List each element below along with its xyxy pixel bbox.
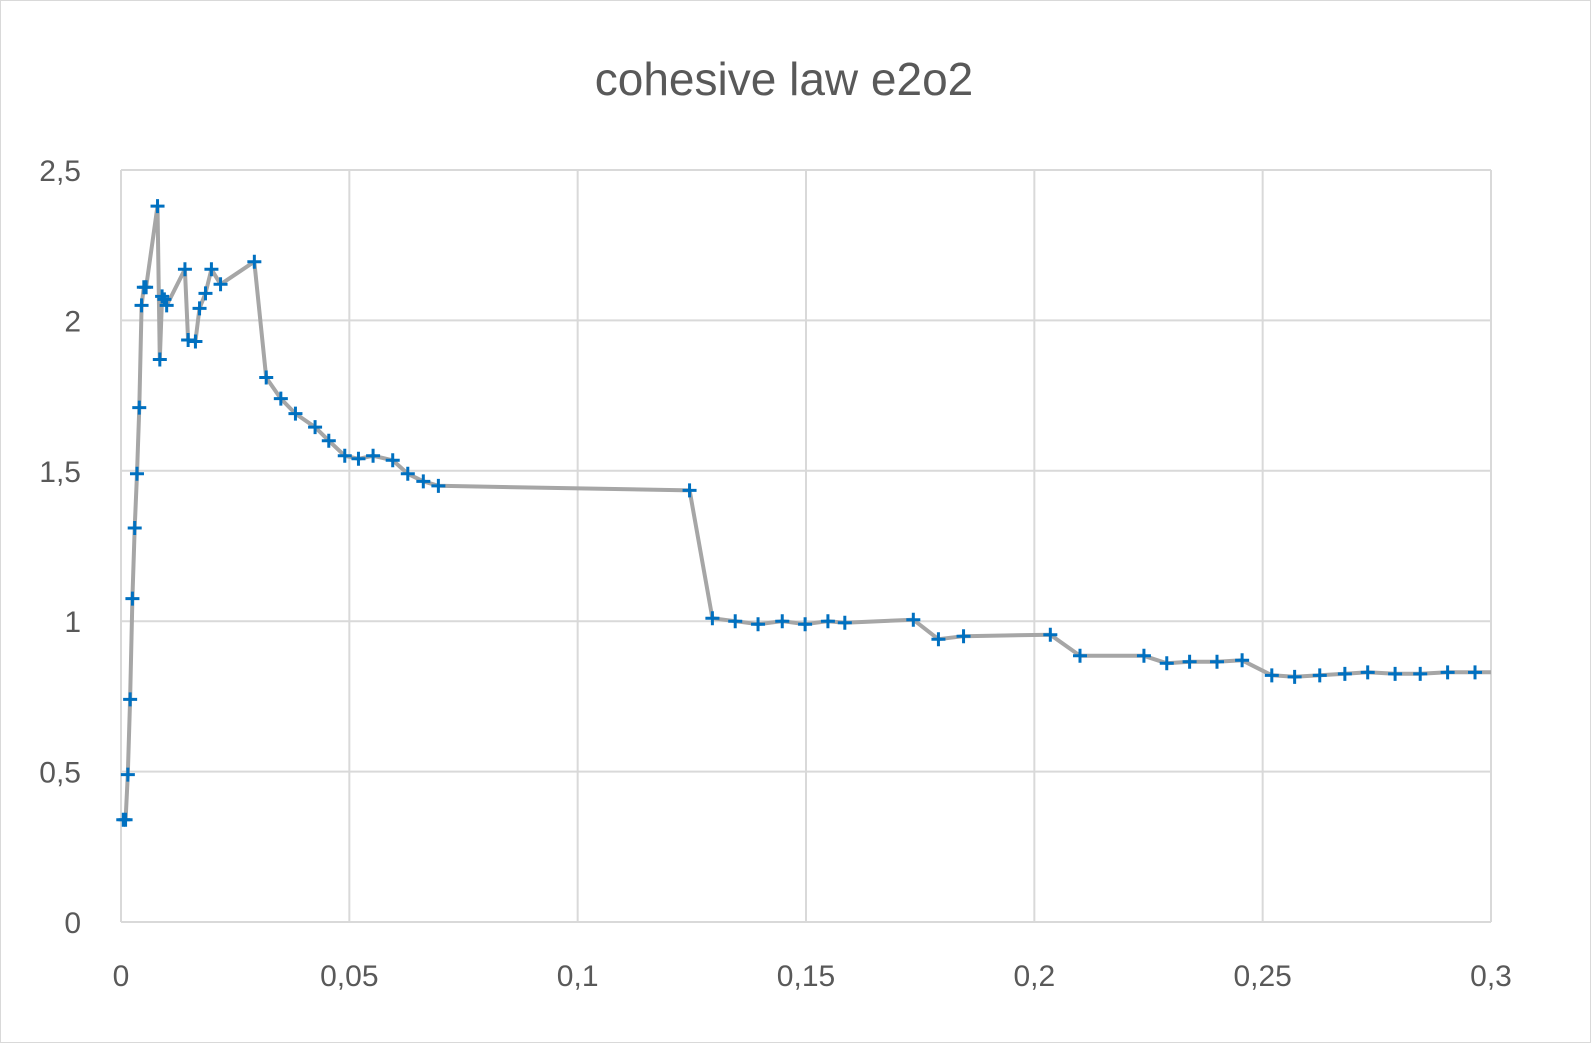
data-point-marker — [259, 370, 274, 385]
x-tick-label: 0,1 — [557, 960, 599, 993]
data-point-marker — [150, 199, 165, 214]
data-point-marker — [1388, 666, 1403, 681]
data-point-marker — [366, 448, 381, 463]
data-point-marker — [125, 591, 140, 606]
x-tick-label: 0,2 — [1013, 960, 1055, 993]
data-point-marker — [906, 612, 921, 627]
data-point-marker — [431, 478, 446, 493]
data-point-marker — [123, 692, 138, 707]
data-point-marker — [1287, 669, 1302, 684]
x-tick-label: 0 — [113, 960, 130, 993]
data-point-marker — [1468, 665, 1483, 680]
data-point-marker — [118, 812, 133, 827]
data-point-marker — [705, 611, 720, 626]
y-tick-label: 2,5 — [39, 155, 81, 188]
data-point-marker — [351, 451, 366, 466]
data-point-marker — [1073, 648, 1087, 663]
data-point-marker — [127, 520, 142, 535]
data-point-marker — [129, 466, 144, 481]
data-point-marker — [798, 617, 813, 632]
data-point-marker — [337, 448, 352, 463]
data-point-marker — [1360, 665, 1375, 680]
data-point-marker — [1043, 627, 1058, 642]
data-point-marker — [682, 483, 697, 498]
data-point-marker — [288, 406, 303, 421]
data-point-marker — [204, 262, 219, 277]
data-point-marker — [198, 286, 213, 301]
y-tick-label: 0,5 — [39, 757, 81, 790]
data-point-marker — [120, 767, 135, 782]
y-tick-label: 1 — [64, 606, 81, 639]
data-point-marker — [139, 280, 154, 295]
y-tick-label: 0 — [64, 907, 81, 940]
data-point-marker — [1235, 653, 1250, 668]
x-tick-label: 0,3 — [1470, 960, 1512, 993]
data-point-marker — [775, 614, 790, 629]
data-point-marker — [155, 289, 170, 304]
data-point-marker — [181, 332, 196, 347]
data-point-marker — [1136, 648, 1151, 663]
data-point-marker — [247, 254, 262, 269]
data-point-marker — [837, 615, 852, 630]
data-point-marker — [1159, 656, 1174, 671]
data-point-marker — [1413, 666, 1428, 681]
data-point-marker — [152, 352, 167, 367]
axis-layer — [120, 170, 1491, 923]
data-point-marker — [1210, 654, 1224, 669]
grid-layer — [121, 169, 1492, 922]
data-point-marker — [1440, 665, 1455, 680]
data-point-marker — [400, 466, 415, 481]
series-line — [123, 204, 1491, 822]
series-layer — [116, 199, 1491, 827]
x-tick-label: 0,05 — [320, 960, 378, 993]
data-point-marker — [192, 301, 207, 316]
data-point-marker — [134, 298, 149, 313]
data-point-marker — [188, 334, 203, 349]
data-point-marker — [416, 474, 431, 489]
data-point-marker — [385, 453, 400, 468]
data-point-marker — [321, 433, 336, 448]
data-point-marker — [213, 277, 228, 292]
data-point-marker — [132, 400, 147, 415]
data-point-marker — [728, 614, 743, 629]
data-point-marker — [956, 629, 971, 644]
data-point-marker — [1337, 666, 1352, 681]
data-point-marker — [751, 617, 766, 632]
x-tick-label: 0,15 — [777, 960, 835, 993]
tick-label-layer: 0 0,5 1 1,5 2 2,5 0 0,05 0,1 0,15 0,2 0,25 0,3 — [39, 155, 1512, 993]
data-point-marker — [308, 420, 323, 435]
data-point-marker — [177, 262, 192, 277]
data-point-marker — [820, 614, 835, 629]
x-tick-label: 0,25 — [1233, 960, 1291, 993]
y-tick-label: 1,5 — [39, 456, 81, 489]
chart-title: cohesive law e2o2 — [595, 53, 973, 105]
data-point-marker — [1264, 668, 1279, 683]
data-point-marker — [273, 391, 288, 406]
data-point-marker — [1182, 654, 1197, 669]
data-point-marker — [931, 632, 946, 647]
data-point-marker — [159, 298, 174, 313]
y-tick-label: 2 — [64, 305, 81, 338]
data-point-marker — [1312, 668, 1327, 683]
